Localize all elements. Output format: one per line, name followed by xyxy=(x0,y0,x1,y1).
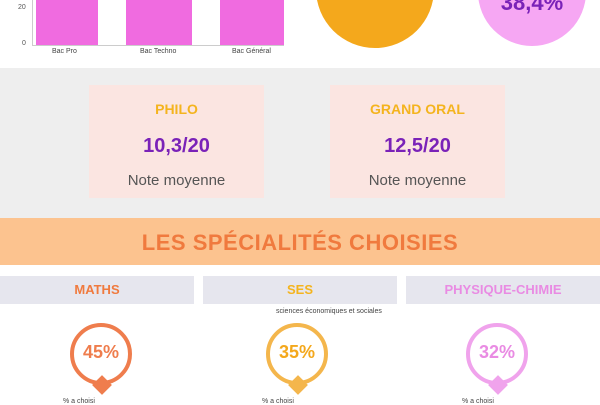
y-axis-line xyxy=(32,0,33,46)
card-score: 10,3/20 xyxy=(143,135,210,157)
x-label-bac-general: Bac Général xyxy=(232,48,271,55)
card-title: PHILO xyxy=(155,101,198,117)
x-axis-line xyxy=(32,45,284,46)
card-subtitle: Note moyenne xyxy=(127,172,226,189)
caption-maths: % a choisi xyxy=(63,398,95,405)
pink-circle: 38,4% xyxy=(478,0,586,46)
pin-value: 35% xyxy=(278,342,316,362)
card-grand-oral: GRAND ORAL 12,5/20 Note moyenne xyxy=(330,85,505,198)
bar-bac-techno xyxy=(126,0,192,45)
pin-value: 32% xyxy=(478,342,516,362)
pink-circle-value: 38,4% xyxy=(500,0,564,15)
pin-maths: 45% xyxy=(70,323,132,385)
card-subtitle: Note moyenne xyxy=(368,172,467,189)
section-banner: LES SPÉCIALITÉS CHOISIES xyxy=(0,218,600,265)
x-label-bac-techno: Bac Techno xyxy=(140,48,177,55)
bar-bac-pro xyxy=(36,0,98,45)
caption-ses: % a choisi xyxy=(262,398,294,405)
section-title: LES SPÉCIALITÉS CHOISIES xyxy=(141,230,459,255)
y-tick-20: 20 xyxy=(18,4,26,11)
card-score: 12,5/20 xyxy=(384,135,451,157)
bar-bac-general xyxy=(220,0,284,45)
spec-header-ses: SES xyxy=(203,276,397,304)
spec-header-maths: MATHS xyxy=(0,276,194,304)
card-philo: PHILO 10,3/20 Note moyenne xyxy=(89,85,264,198)
top-chart-area: 20 0 Bac Pro Bac Techno Bac Général 38,4… xyxy=(0,0,600,68)
orange-circle xyxy=(316,0,434,48)
card-title: GRAND ORAL xyxy=(370,101,465,117)
spec-header-physique-chimie: PHYSIQUE-CHIMIE xyxy=(406,276,600,304)
spec-note-ses: sciences économiques et sociales xyxy=(276,308,382,315)
x-label-bac-pro: Bac Pro xyxy=(52,48,77,55)
caption-physique-chimie: % a choisi xyxy=(462,398,494,405)
pin-value: 45% xyxy=(82,342,120,362)
y-tick-0: 0 xyxy=(22,40,26,47)
